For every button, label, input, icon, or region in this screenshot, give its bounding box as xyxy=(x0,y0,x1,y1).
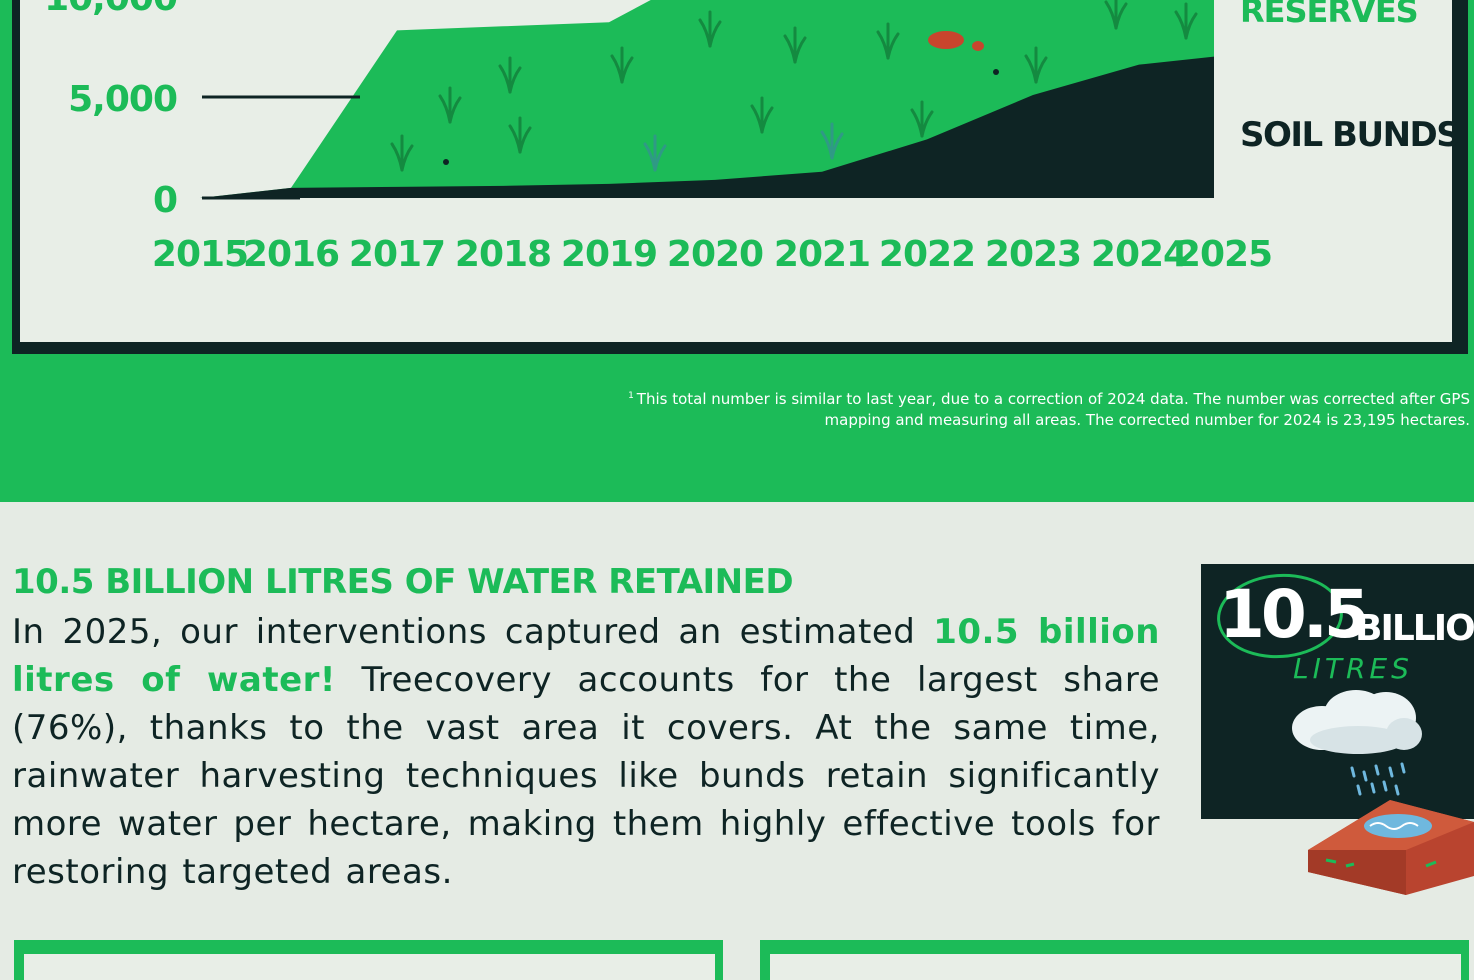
water-body-end: Treecovery accounts for the largest shar… xyxy=(12,660,1160,892)
area-series-soil-bunds xyxy=(200,56,1214,198)
grass-tuft-icon xyxy=(1174,2,1198,40)
soil-basin-icon xyxy=(1308,800,1474,895)
water-badge: 10.5 BILLION LITRES xyxy=(1201,564,1474,819)
grass-tuft-icon xyxy=(783,26,807,64)
x-tick-label: 2020 xyxy=(667,234,763,275)
x-tick-label: 2021 xyxy=(774,234,870,275)
bottom-card-right-inner xyxy=(770,954,1461,980)
x-tick-label: 2017 xyxy=(349,234,445,275)
badge-unit: BILLION xyxy=(1355,608,1474,649)
x-tick-label: 2019 xyxy=(561,234,657,275)
badge-sub: LITRES xyxy=(1293,652,1413,685)
bottom-card-left-inner xyxy=(24,954,715,980)
grass-tuft-icon xyxy=(698,10,722,48)
water-body-start: In 2025, our interventions captured an e… xyxy=(12,612,934,652)
cloud-icon xyxy=(1292,690,1422,754)
water-section-title: 10.5 BILLION LITRES OF WATER RETAINED xyxy=(12,562,794,602)
y-tick-label: 10,000 xyxy=(44,0,177,19)
grass-tuft-icon xyxy=(1024,46,1048,84)
rain-cloud-icon xyxy=(1292,690,1474,895)
raindrops-icon xyxy=(1350,762,1406,796)
legend-reserves: RESERVES xyxy=(1240,0,1418,30)
x-tick-label: 2024 xyxy=(1091,234,1187,275)
y-tick-label: 0 xyxy=(153,180,177,221)
grass-tuft-icon xyxy=(610,46,634,84)
badge-number: 10.5 xyxy=(1219,576,1370,653)
legend-soil-bunds: SOIL BUNDS xyxy=(1240,115,1459,155)
x-tick-label: 2016 xyxy=(243,234,339,275)
water-section-body: In 2025, our interventions captured an e… xyxy=(12,608,1160,896)
footnote: 1 This total number is similar to last ye… xyxy=(570,386,1470,431)
footnote-marker: 1 xyxy=(628,391,634,401)
grass-tuft-icon xyxy=(820,122,844,160)
water-body-highlight: 10.5 billion litres of water! xyxy=(12,612,1160,700)
x-tick-label: 2023 xyxy=(985,234,1081,275)
grass-tuft-icon xyxy=(498,56,522,94)
x-tick-label: 2022 xyxy=(879,234,975,275)
grass-tuft-icon xyxy=(910,100,934,138)
grass-tuft-icon xyxy=(643,134,667,172)
grass-tuft-icon xyxy=(1104,0,1128,30)
grass-tuft-icon xyxy=(876,22,900,60)
y-tick-label: 5,000 xyxy=(68,79,177,120)
rocks-icon xyxy=(443,31,999,165)
bottom-card-left xyxy=(14,940,723,980)
grass-tuft-icon xyxy=(390,134,414,172)
bottom-card-right xyxy=(760,940,1469,980)
grass-tuft-icon xyxy=(438,86,462,124)
x-tick-label: 2015 xyxy=(152,234,248,275)
grass-tuft-icon xyxy=(750,96,774,134)
x-tick-label: 2018 xyxy=(455,234,551,275)
footnote-text: This total number is similar to last yea… xyxy=(636,390,1470,429)
grass-tuft-icon xyxy=(508,116,532,154)
x-tick-label: 2025 xyxy=(1176,234,1272,275)
